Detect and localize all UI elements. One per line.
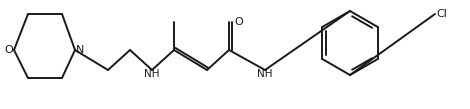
Text: N: N [76,45,85,55]
Text: O: O [234,17,243,27]
Text: NH: NH [257,69,273,79]
Text: Cl: Cl [436,9,447,19]
Text: O: O [4,45,13,55]
Text: NH: NH [144,69,160,79]
